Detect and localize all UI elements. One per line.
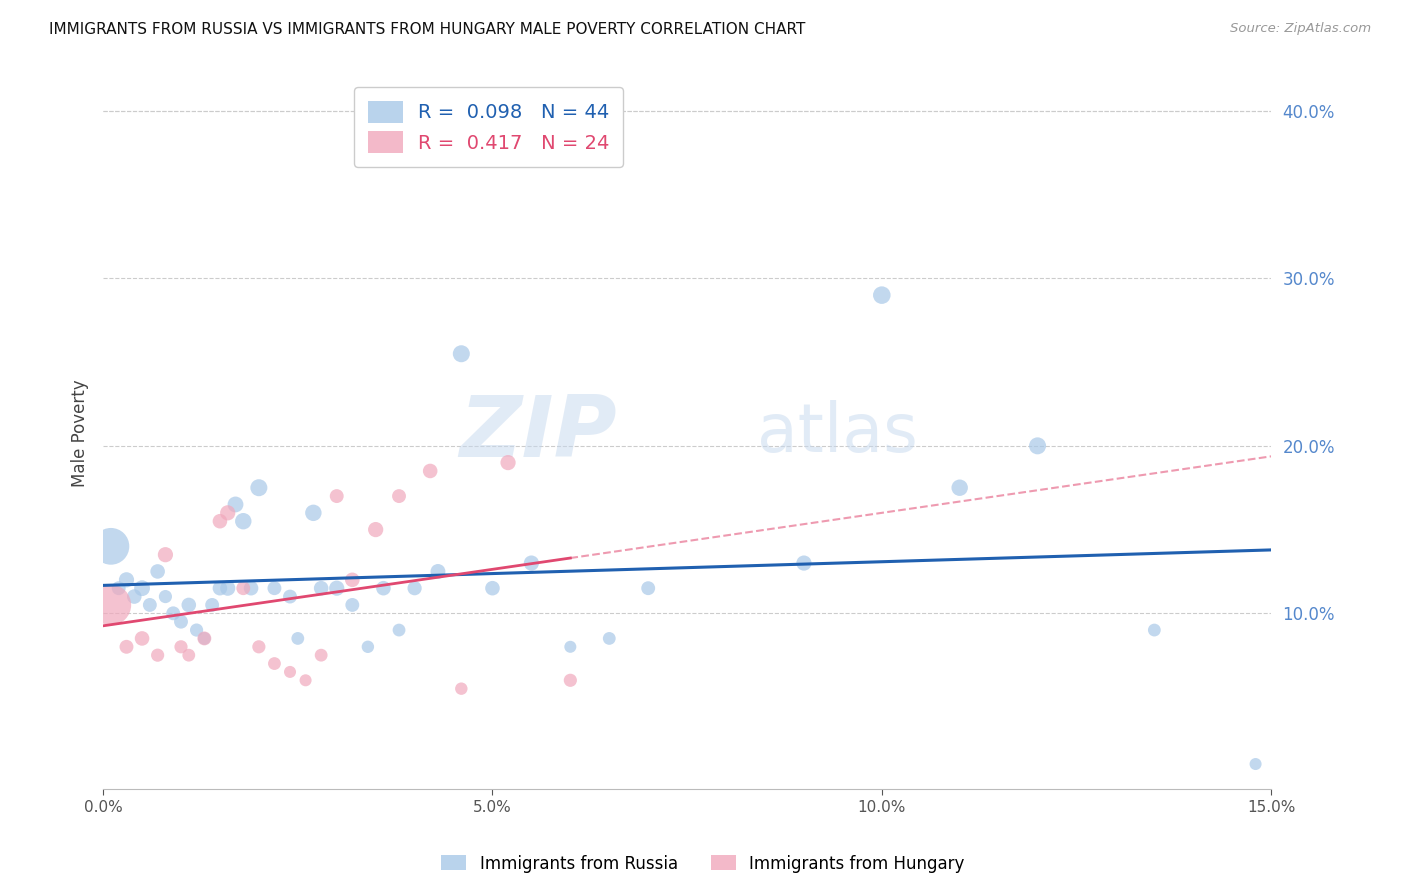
Point	[302, 506, 325, 520]
Point	[426, 565, 449, 579]
Point	[224, 498, 246, 512]
Point	[170, 640, 193, 654]
Point	[208, 581, 231, 595]
Point	[247, 481, 270, 495]
Text: atlas: atlas	[758, 401, 918, 467]
Point	[870, 288, 893, 302]
Text: IMMIGRANTS FROM RUSSIA VS IMMIGRANTS FROM HUNGARY MALE POVERTY CORRELATION CHART: IMMIGRANTS FROM RUSSIA VS IMMIGRANTS FRO…	[49, 22, 806, 37]
Point	[100, 539, 122, 553]
Point	[325, 581, 347, 595]
Point	[263, 581, 285, 595]
Point	[342, 573, 364, 587]
Point	[100, 598, 122, 612]
Point	[637, 581, 659, 595]
Legend: R =  0.098   N = 44, R =  0.417   N = 24: R = 0.098 N = 44, R = 0.417 N = 24	[354, 87, 623, 167]
Point	[404, 581, 426, 595]
Point	[278, 665, 301, 679]
Point	[155, 590, 177, 604]
Point	[560, 673, 582, 688]
Point	[287, 632, 309, 646]
Point	[325, 489, 347, 503]
Point	[1026, 439, 1049, 453]
Point	[560, 640, 582, 654]
Point	[496, 456, 519, 470]
Point	[520, 556, 543, 570]
Point	[217, 506, 239, 520]
Point	[388, 623, 411, 637]
Point	[208, 514, 231, 528]
Text: Source: ZipAtlas.com: Source: ZipAtlas.com	[1230, 22, 1371, 36]
Point	[170, 615, 193, 629]
Point	[450, 681, 472, 696]
Legend: Immigrants from Russia, Immigrants from Hungary: Immigrants from Russia, Immigrants from …	[434, 848, 972, 880]
Point	[155, 548, 177, 562]
Text: ZIP: ZIP	[460, 392, 617, 475]
Point	[481, 581, 503, 595]
Point	[294, 673, 316, 688]
Point	[124, 590, 146, 604]
Point	[232, 581, 254, 595]
Point	[949, 481, 972, 495]
Point	[598, 632, 620, 646]
Point	[263, 657, 285, 671]
Point	[177, 648, 200, 663]
Point	[139, 598, 162, 612]
Point	[193, 632, 215, 646]
Point	[131, 632, 153, 646]
Point	[115, 573, 138, 587]
Point	[240, 581, 263, 595]
Point	[278, 590, 301, 604]
Point	[1244, 757, 1267, 772]
Y-axis label: Male Poverty: Male Poverty	[72, 379, 89, 487]
Point	[388, 489, 411, 503]
Point	[419, 464, 441, 478]
Point	[107, 581, 129, 595]
Point	[217, 581, 239, 595]
Point	[342, 598, 364, 612]
Point	[177, 598, 200, 612]
Point	[201, 598, 224, 612]
Point	[131, 581, 153, 595]
Point	[1143, 623, 1166, 637]
Point	[193, 632, 215, 646]
Point	[309, 648, 332, 663]
Point	[186, 623, 208, 637]
Point	[232, 514, 254, 528]
Point	[115, 640, 138, 654]
Point	[450, 347, 472, 361]
Point	[146, 648, 169, 663]
Point	[162, 607, 184, 621]
Point	[364, 523, 387, 537]
Point	[793, 556, 815, 570]
Point	[247, 640, 270, 654]
Point	[146, 565, 169, 579]
Point	[357, 640, 380, 654]
Point	[309, 581, 332, 595]
Point	[373, 581, 395, 595]
